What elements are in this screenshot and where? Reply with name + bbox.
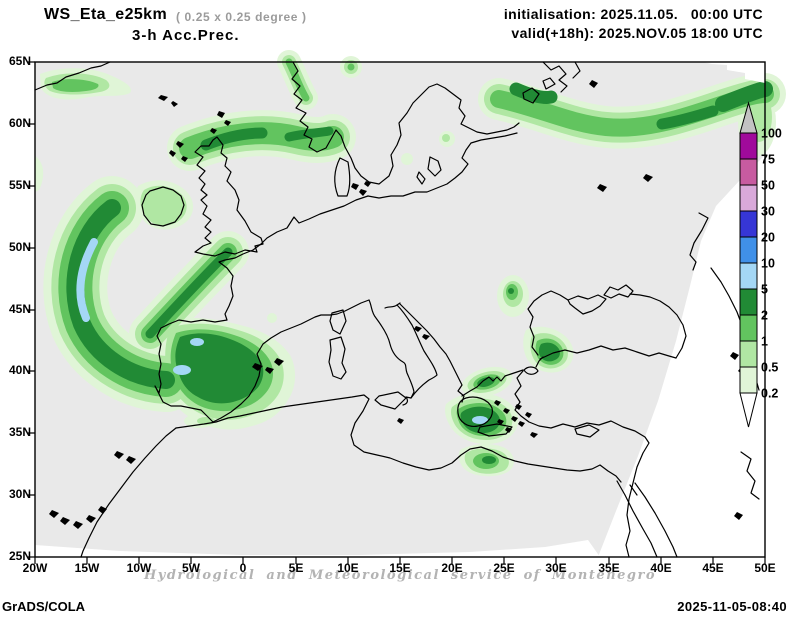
colorbar-tick-label: 20: [761, 231, 775, 245]
coastlines: [34, 61, 760, 558]
lon-label: 15W: [74, 561, 100, 575]
precipitation-colorbar: 100 75 50 30 20 10 5 2 1 0.5 0.2: [739, 101, 782, 428]
product-title: 3-h Acc.Prec.: [132, 27, 240, 44]
lat-label: 40N: [8, 363, 31, 377]
service-attribution: Hydrological and Meteorological service …: [143, 568, 656, 583]
colorbar-segment: [739, 132, 758, 160]
lon-label: 10W: [126, 561, 152, 575]
lon-label: 20W: [22, 561, 48, 575]
colorbar-segment: [739, 314, 758, 342]
colorbar-tick-label: 50: [761, 179, 775, 193]
lon-label: 15E: [389, 561, 411, 575]
lon-label: 0: [239, 561, 247, 575]
islet-specks: [49, 80, 747, 529]
lat-label: 50N: [8, 240, 31, 254]
lon-label: 5E: [288, 561, 304, 575]
model-title: WS_Eta_e25km: [44, 6, 168, 23]
colorbar-segment: [739, 184, 758, 212]
colorbar-segment: [739, 366, 758, 394]
grads-credit: GrADS/COLA: [2, 599, 86, 614]
colorbar-tick-label: 2: [761, 309, 768, 323]
lon-label: 40E: [650, 561, 672, 575]
lon-label: 5W: [182, 561, 200, 575]
colorbar-segment: [739, 236, 758, 264]
colorbar-tick-label: 1: [761, 335, 768, 349]
axis-ticks: [28, 61, 766, 564]
lat-label: 45N: [8, 302, 31, 316]
lon-label: 35E: [598, 561, 620, 575]
colorbar-tick-label: 10: [761, 257, 775, 271]
grid-resolution: ( 0.25 x 0.25 degree ): [176, 10, 307, 24]
colorbar-tick-label: 75: [761, 153, 775, 167]
precipitation-shading: [35, 50, 786, 477]
lon-label: 30E: [545, 561, 567, 575]
colorbar-tick-label: 5: [761, 283, 768, 297]
lon-label: 50E: [754, 561, 776, 575]
lat-label: 35N: [8, 425, 31, 439]
outside-domain-mask: [35, 62, 765, 557]
colorbar-segment: [739, 340, 758, 368]
lat-label: 25N: [8, 549, 31, 563]
colorbar-tick-label: 0.5: [761, 361, 778, 375]
lon-label: 10E: [337, 561, 359, 575]
colorbar-segment: [739, 262, 758, 290]
colorbar-tick-label: 100: [761, 127, 782, 141]
lon-label: 25E: [493, 561, 515, 575]
lat-label: 60N: [8, 116, 31, 130]
lon-label: 20E: [441, 561, 463, 575]
lat-label: 55N: [8, 178, 31, 192]
valid-time: valid(+18h): 2025.NOV.05 18:00 UTC: [511, 25, 763, 41]
colorbar-segment: [739, 288, 758, 316]
colorbar-segment: [739, 210, 758, 238]
colorbar-segment: [739, 158, 758, 186]
lat-label: 65N: [8, 54, 31, 68]
creation-timestamp: 2025-11-05-08:40: [677, 599, 787, 614]
initialisation-time: initialisation: 2025.11.05. 00:00 UTC: [503, 6, 763, 22]
lon-label: 45E: [702, 561, 724, 575]
colorbar-tick-label: 0.2: [761, 387, 778, 401]
lat-label: 30N: [8, 487, 31, 501]
colorbar-tick-label: 30: [761, 205, 775, 219]
